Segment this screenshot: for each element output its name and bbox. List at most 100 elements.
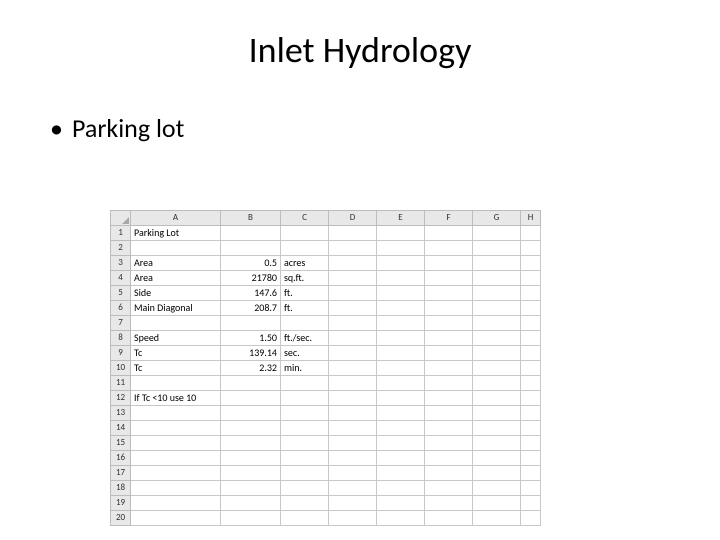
cell[interactable]: [377, 391, 425, 406]
cell[interactable]: [473, 511, 521, 526]
cell[interactable]: [521, 226, 541, 241]
cell[interactable]: Parking Lot: [131, 226, 221, 241]
cell[interactable]: [377, 256, 425, 271]
cell[interactable]: [329, 391, 377, 406]
row-header[interactable]: 8: [111, 331, 131, 346]
row-header[interactable]: 7: [111, 316, 131, 331]
cell[interactable]: [329, 421, 377, 436]
cell[interactable]: [377, 301, 425, 316]
cell[interactable]: [425, 271, 473, 286]
cell[interactable]: [473, 256, 521, 271]
cell[interactable]: [131, 496, 221, 511]
cell[interactable]: [521, 376, 541, 391]
cell[interactable]: [425, 301, 473, 316]
cell[interactable]: [521, 481, 541, 496]
cell[interactable]: [377, 451, 425, 466]
cell[interactable]: [521, 256, 541, 271]
cell[interactable]: Area: [131, 271, 221, 286]
cell[interactable]: [281, 436, 329, 451]
cell[interactable]: [473, 286, 521, 301]
cell[interactable]: [377, 406, 425, 421]
cell[interactable]: [281, 511, 329, 526]
cell[interactable]: [473, 406, 521, 421]
cell[interactable]: [329, 406, 377, 421]
row-header[interactable]: 14: [111, 421, 131, 436]
cell[interactable]: [521, 496, 541, 511]
cell[interactable]: [329, 226, 377, 241]
row-header[interactable]: 16: [111, 451, 131, 466]
column-header-c[interactable]: C: [281, 211, 329, 226]
cell[interactable]: [473, 496, 521, 511]
cell[interactable]: 0.5: [221, 256, 281, 271]
cell[interactable]: [329, 346, 377, 361]
column-header-g[interactable]: G: [473, 211, 521, 226]
cell[interactable]: [473, 451, 521, 466]
cell[interactable]: [329, 496, 377, 511]
cell[interactable]: [221, 391, 281, 406]
cell[interactable]: [521, 286, 541, 301]
cell[interactable]: [521, 421, 541, 436]
cell[interactable]: [473, 376, 521, 391]
cell[interactable]: [425, 481, 473, 496]
cell[interactable]: 208.7: [221, 301, 281, 316]
cell[interactable]: 147.6: [221, 286, 281, 301]
cell[interactable]: [377, 511, 425, 526]
cell[interactable]: [425, 316, 473, 331]
cell[interactable]: ft.: [281, 286, 329, 301]
cell[interactable]: [281, 391, 329, 406]
cell[interactable]: [221, 421, 281, 436]
cell[interactable]: [377, 286, 425, 301]
cell[interactable]: [281, 376, 329, 391]
cell[interactable]: ft.: [281, 301, 329, 316]
cell[interactable]: [521, 301, 541, 316]
cell[interactable]: [131, 406, 221, 421]
cell[interactable]: [131, 511, 221, 526]
row-header[interactable]: 5: [111, 286, 131, 301]
cell[interactable]: [425, 331, 473, 346]
cell[interactable]: [425, 346, 473, 361]
row-header[interactable]: 3: [111, 256, 131, 271]
select-all-corner[interactable]: [111, 211, 131, 226]
cell[interactable]: [281, 481, 329, 496]
cell[interactable]: [329, 331, 377, 346]
cell[interactable]: [377, 331, 425, 346]
cell[interactable]: [425, 376, 473, 391]
cell[interactable]: [329, 436, 377, 451]
cell[interactable]: [221, 466, 281, 481]
cell[interactable]: [377, 316, 425, 331]
cell[interactable]: [425, 436, 473, 451]
cell[interactable]: [377, 376, 425, 391]
cell[interactable]: [281, 241, 329, 256]
cell[interactable]: Side: [131, 286, 221, 301]
row-header[interactable]: 9: [111, 346, 131, 361]
cell[interactable]: [521, 406, 541, 421]
cell[interactable]: [329, 511, 377, 526]
cell[interactable]: Tc: [131, 346, 221, 361]
cell[interactable]: 1.50: [221, 331, 281, 346]
row-header[interactable]: 10: [111, 361, 131, 376]
cell[interactable]: sec.: [281, 346, 329, 361]
cell[interactable]: [473, 331, 521, 346]
cell[interactable]: [473, 226, 521, 241]
row-header[interactable]: 2: [111, 241, 131, 256]
cell[interactable]: [473, 466, 521, 481]
cell[interactable]: [473, 436, 521, 451]
cell[interactable]: [281, 466, 329, 481]
cell[interactable]: [473, 316, 521, 331]
cell[interactable]: [131, 421, 221, 436]
cell[interactable]: [281, 421, 329, 436]
cell[interactable]: [221, 406, 281, 421]
cell[interactable]: [521, 451, 541, 466]
cell[interactable]: [521, 346, 541, 361]
row-header[interactable]: 20: [111, 511, 131, 526]
cell[interactable]: [131, 481, 221, 496]
column-header-b[interactable]: B: [221, 211, 281, 226]
cell[interactable]: [425, 241, 473, 256]
cell[interactable]: [425, 226, 473, 241]
cell[interactable]: [521, 241, 541, 256]
cell[interactable]: [329, 271, 377, 286]
cell[interactable]: [425, 391, 473, 406]
cell[interactable]: [131, 241, 221, 256]
cell[interactable]: [425, 466, 473, 481]
cell[interactable]: [425, 451, 473, 466]
